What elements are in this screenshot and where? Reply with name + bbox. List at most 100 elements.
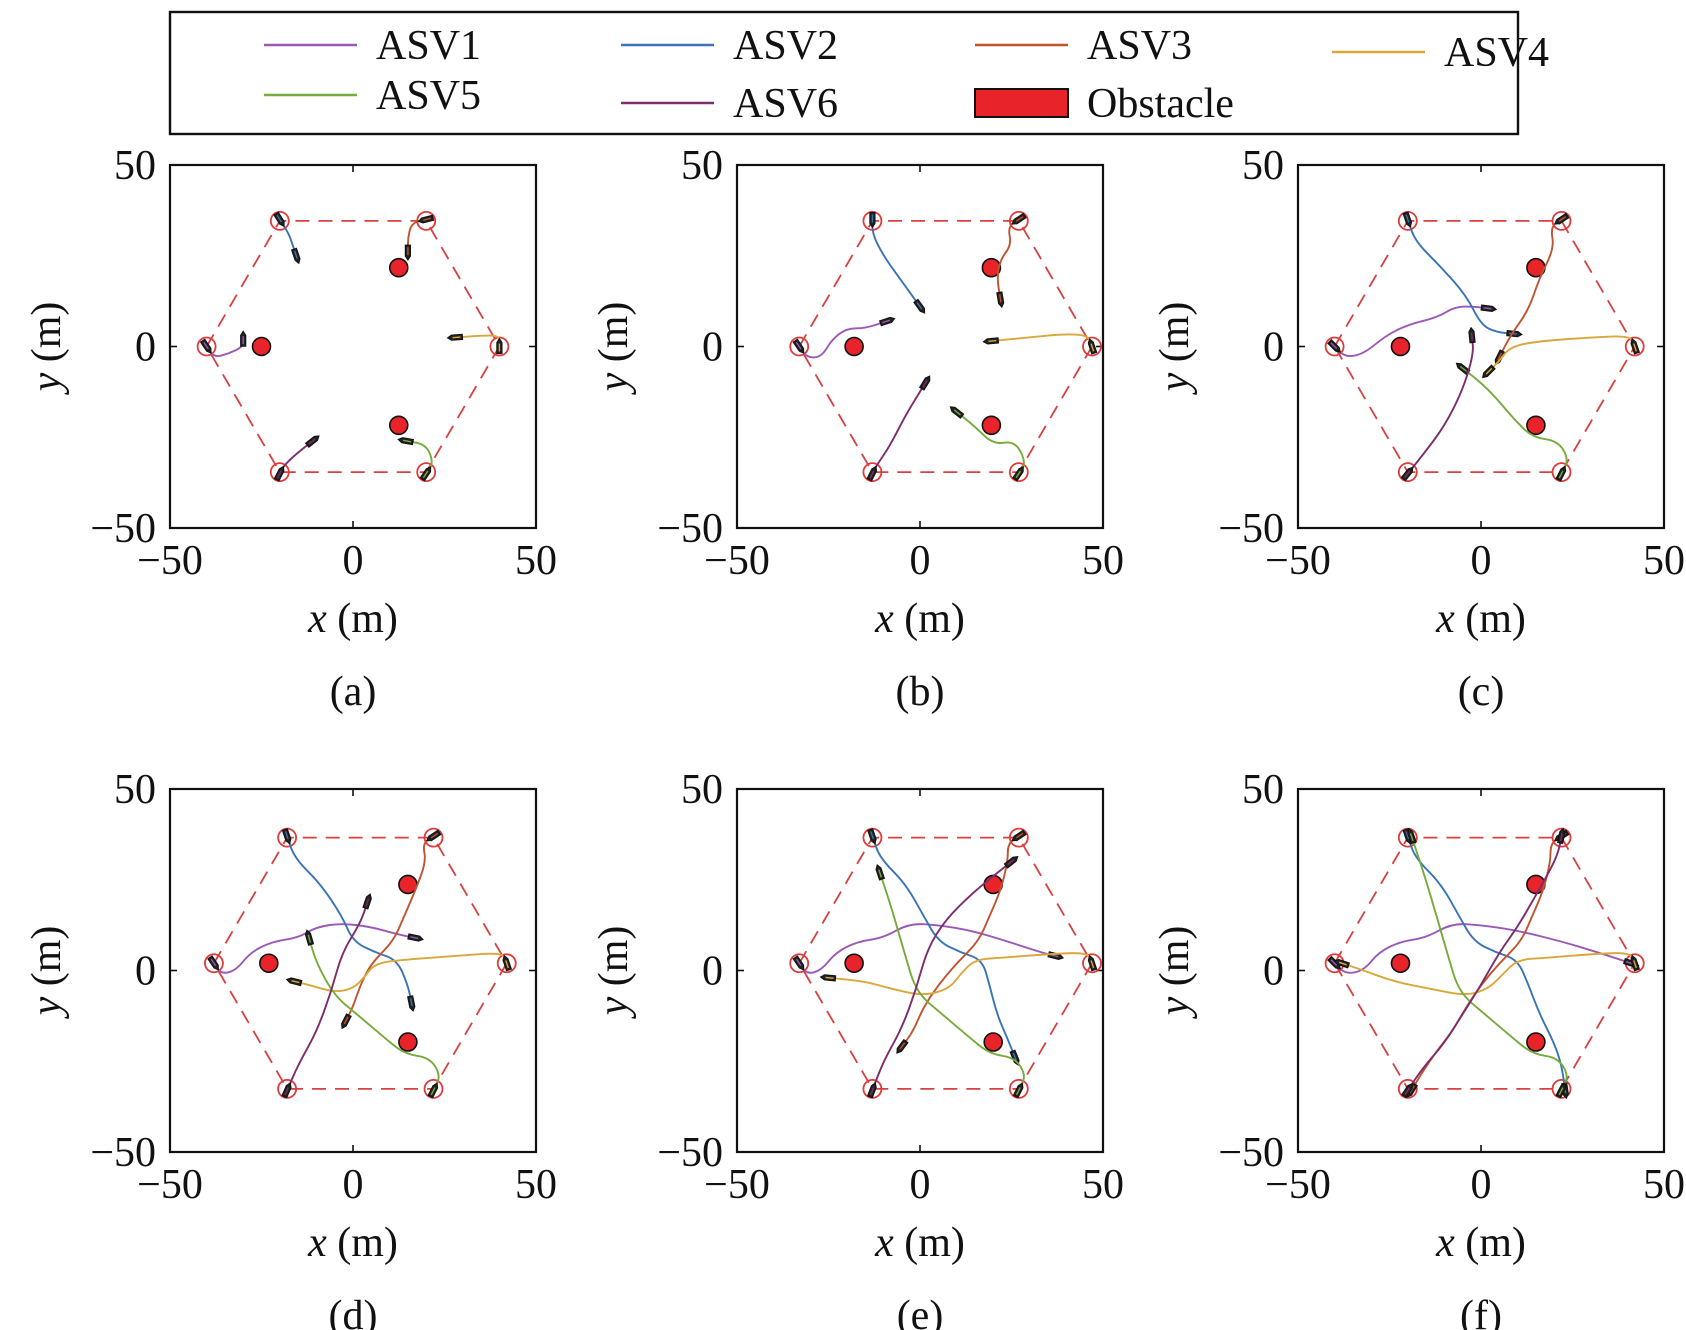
y-tick-label: 0: [135, 325, 156, 371]
target-position-marker: [862, 462, 883, 482]
x-axis-unit: (m): [894, 596, 965, 642]
trajectory-asv5: [405, 439, 433, 475]
x-axis-label: x (m): [874, 596, 965, 642]
x-axis-label: x (m): [307, 1220, 398, 1266]
start-vessel-asv5: [1012, 1082, 1024, 1099]
trajectory-asv3: [996, 218, 1020, 301]
trajectory-asv4: [827, 952, 1093, 996]
trajectory-asv2: [286, 835, 413, 1005]
trajectory-asv3: [406, 218, 428, 254]
target-position-marker: [423, 1078, 444, 1099]
target-position-marker: [1397, 462, 1418, 482]
y-axis-unit: (m): [24, 926, 70, 997]
start-vessel-asv1: [199, 338, 212, 354]
y-axis-label: y (m): [591, 302, 637, 396]
trajectory-asv3: [344, 835, 435, 1023]
x-tick-label: −50: [1265, 538, 1331, 584]
axes-frame: [1296, 163, 1666, 530]
trajectory-asv5: [1461, 367, 1568, 475]
legend-box: [168, 10, 1520, 136]
start-vessel-asv1: [207, 955, 219, 971]
trajectory-asv2: [1406, 218, 1515, 335]
legend-label-asv5: ASV5: [376, 73, 481, 119]
start-vessel-asv3: [426, 829, 442, 842]
obstacle-marker: [1390, 953, 1411, 974]
y-axis-unit: (m): [24, 302, 70, 373]
x-tick-label: −50: [704, 1162, 770, 1208]
trajectory-asv6: [871, 381, 927, 475]
legend-label-asv4: ASV4: [1444, 30, 1549, 76]
y-tick-label: 50: [114, 143, 156, 189]
x-axis-label: x (m): [307, 596, 398, 642]
trajectory-asv3: [900, 835, 1020, 1048]
x-tick-label: −50: [137, 538, 203, 584]
x-axis-unit: (m): [1455, 1220, 1526, 1266]
start-vessel-asv4: [502, 954, 513, 972]
trajectory-asv2: [278, 218, 298, 257]
trajectory-asv4: [293, 952, 508, 993]
trajectory-asv5: [1410, 835, 1568, 1092]
obstacle-marker: [981, 257, 1002, 278]
vessel-asv6: [362, 893, 372, 910]
y-tick-label: 0: [702, 325, 723, 371]
vessel-asv3: [404, 244, 411, 262]
panel-caption: (f): [1460, 1293, 1502, 1330]
start-vessel-asv5: [1555, 465, 1567, 482]
y-tick-label: −50: [1218, 1130, 1284, 1176]
trajectory-asv4: [990, 333, 1093, 348]
y-axis-unit: (m): [591, 302, 637, 373]
trajectory-asv1: [1333, 305, 1490, 357]
x-tick-label: 50: [1643, 1162, 1685, 1208]
obstacle-marker: [1526, 415, 1546, 436]
start-vessel-asv3: [417, 214, 435, 224]
legend-label-asv1: ASV1: [376, 23, 481, 69]
x-axis-label: x (m): [874, 1220, 965, 1266]
start-vessel-asv2: [281, 828, 292, 845]
start-vessel-asv5: [1012, 466, 1024, 482]
vessel-asv2: [290, 247, 301, 265]
y-axis-unit: (m): [1152, 926, 1198, 997]
axes-frame: [735, 787, 1105, 1154]
legend-label-asv2: ASV2: [733, 23, 838, 69]
target-position-marker: [1397, 1078, 1418, 1099]
trajectory-asv1: [212, 923, 417, 974]
y-axis-unit: (m): [591, 926, 637, 997]
legend-label-asv6: ASV6: [733, 81, 838, 127]
trajectory-asv3: [1498, 218, 1563, 359]
legend-label-obstacle: Obstacle: [1087, 81, 1234, 127]
x-axis-unit: (m): [894, 1220, 965, 1266]
vessel-asv6: [1556, 827, 1566, 845]
y-axis-label: y (m): [1152, 926, 1198, 1020]
trajectory-asv6: [286, 900, 369, 1092]
start-vessel-asv2: [869, 211, 876, 229]
x-tick-label: 50: [1082, 538, 1124, 584]
y-axis-variable: y: [24, 372, 70, 395]
obstacle-marker: [388, 257, 409, 278]
legend-label-asv3: ASV3: [1087, 23, 1192, 69]
target-position-marker: [789, 953, 810, 974]
x-tick-label: 0: [1471, 1162, 1492, 1208]
x-axis-variable: x: [1435, 596, 1455, 642]
y-tick-label: −50: [1218, 506, 1284, 552]
target-position-marker: [1008, 1078, 1029, 1099]
target-position-marker: [196, 336, 217, 357]
obstacle-marker: [398, 1032, 418, 1052]
y-tick-label: 0: [702, 949, 723, 995]
x-tick-label: 0: [910, 1162, 931, 1208]
x-tick-label: 50: [1643, 538, 1685, 584]
axes-frame: [1296, 787, 1666, 1154]
x-tick-label: 0: [1471, 538, 1492, 584]
panel-caption: (c): [1458, 669, 1505, 715]
start-vessel-asv2: [1402, 211, 1413, 228]
start-vessel-asv3: [1011, 829, 1027, 842]
vessel-asv3: [341, 1013, 352, 1030]
start-vessel-asv1: [792, 955, 805, 971]
y-tick-label: −50: [657, 506, 723, 552]
vessel-asv4: [982, 337, 1000, 345]
vessel-asv4: [819, 974, 837, 982]
target-position-marker: [1082, 336, 1102, 357]
x-tick-label: 50: [1082, 1162, 1124, 1208]
